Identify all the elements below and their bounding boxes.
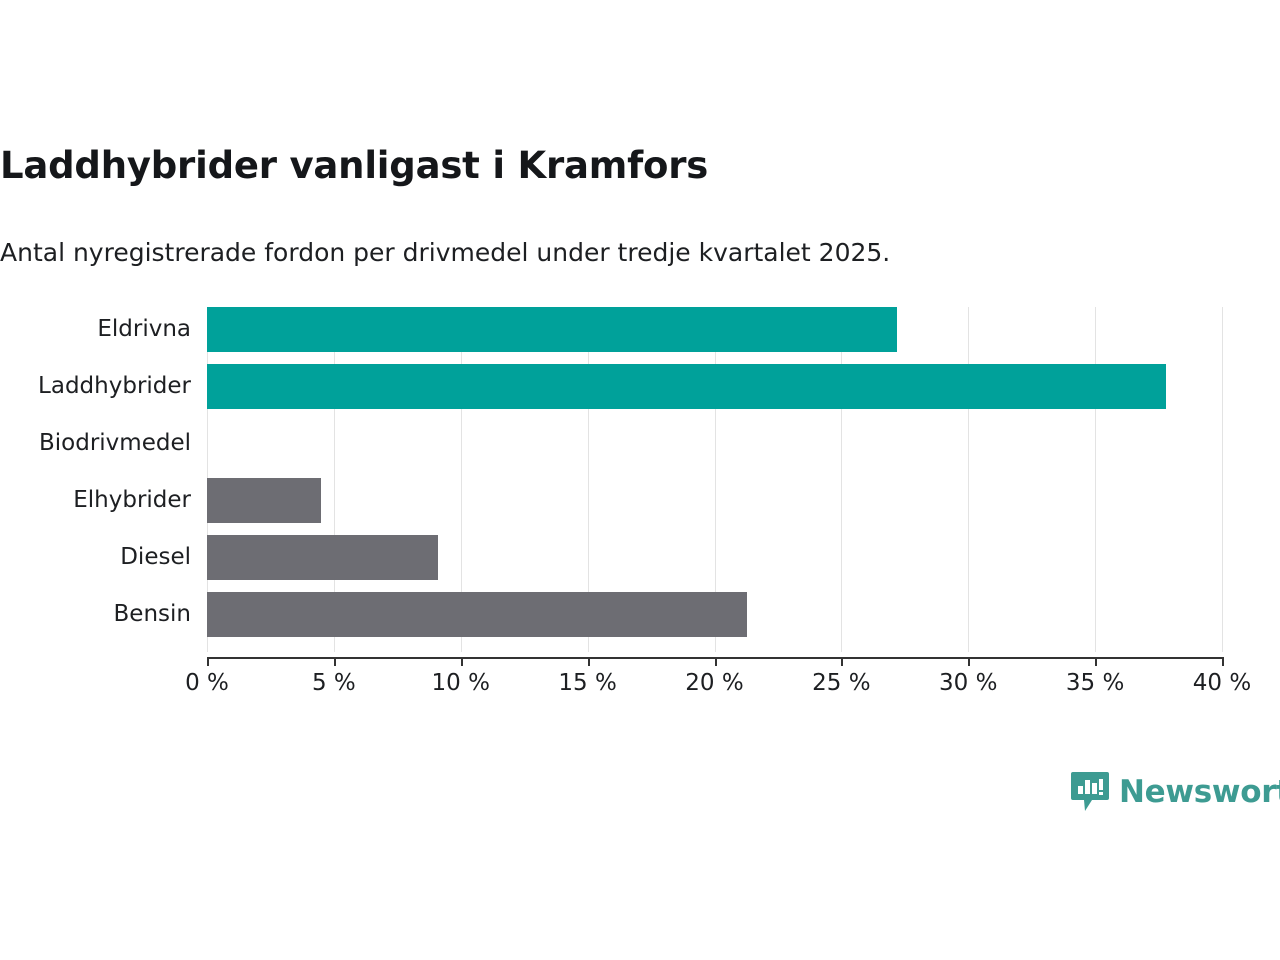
x-tick-label: 20 % xyxy=(685,670,744,696)
gridline xyxy=(968,307,970,652)
x-tick-label: 25 % xyxy=(812,670,871,696)
x-tick-label: 0 % xyxy=(185,670,229,696)
gridline xyxy=(1222,307,1223,652)
x-tick xyxy=(968,657,971,666)
speech-bubble-bar-chart-icon xyxy=(1070,770,1110,814)
bar-row xyxy=(207,364,1222,409)
x-tick xyxy=(841,657,844,666)
category-label: Eldrivna xyxy=(97,316,191,342)
bar xyxy=(207,535,438,580)
category-label: Elhybrider xyxy=(73,487,191,513)
page-title: Laddhybrider vanligast i Kramfors xyxy=(0,144,709,187)
bar-row xyxy=(207,421,1222,466)
bar-row xyxy=(207,478,1222,523)
x-tick xyxy=(333,657,336,666)
bar-row xyxy=(207,592,1222,637)
gridline xyxy=(1095,307,1097,652)
category-label: Diesel xyxy=(120,544,191,570)
x-tick xyxy=(1222,657,1224,666)
x-tick xyxy=(714,657,717,666)
bar-row xyxy=(207,535,1222,580)
x-tick-label: 10 % xyxy=(431,670,490,696)
bar-chart: 0 % 5 % 10 % 15 % 20 % 25 % 30 % 35 % 40 % Eldri… xyxy=(0,300,1280,700)
x-tick-label: 40 % xyxy=(1192,670,1252,696)
x-tick xyxy=(207,657,209,666)
x-tick xyxy=(587,657,590,666)
gridline xyxy=(714,307,716,652)
category-label: Laddhybrider xyxy=(38,373,191,399)
x-tick xyxy=(460,657,463,666)
gridline xyxy=(841,307,843,652)
newsworthy-logo[interactable]: Newsworthy xyxy=(1070,770,1280,814)
bar xyxy=(207,478,322,523)
bar xyxy=(207,307,898,352)
brand-name: Newsworthy xyxy=(1119,773,1280,810)
category-label: Biodrivmedel xyxy=(39,430,191,456)
page-subtitle: Antal nyregistrerade fordon per drivmede… xyxy=(0,238,891,267)
category-label: Bensin xyxy=(113,601,191,627)
x-tick xyxy=(1095,657,1098,666)
x-tick-label: 5 % xyxy=(311,670,356,696)
x-tick-label: 30 % xyxy=(939,670,998,696)
gridline xyxy=(333,307,335,652)
x-tick-label: 35 % xyxy=(1065,670,1125,696)
gridline xyxy=(460,307,462,652)
bar xyxy=(207,364,1167,409)
bar xyxy=(207,592,748,637)
bar-row xyxy=(207,307,1222,352)
gridline xyxy=(587,307,589,652)
x-tick-label: 15 % xyxy=(558,670,617,696)
